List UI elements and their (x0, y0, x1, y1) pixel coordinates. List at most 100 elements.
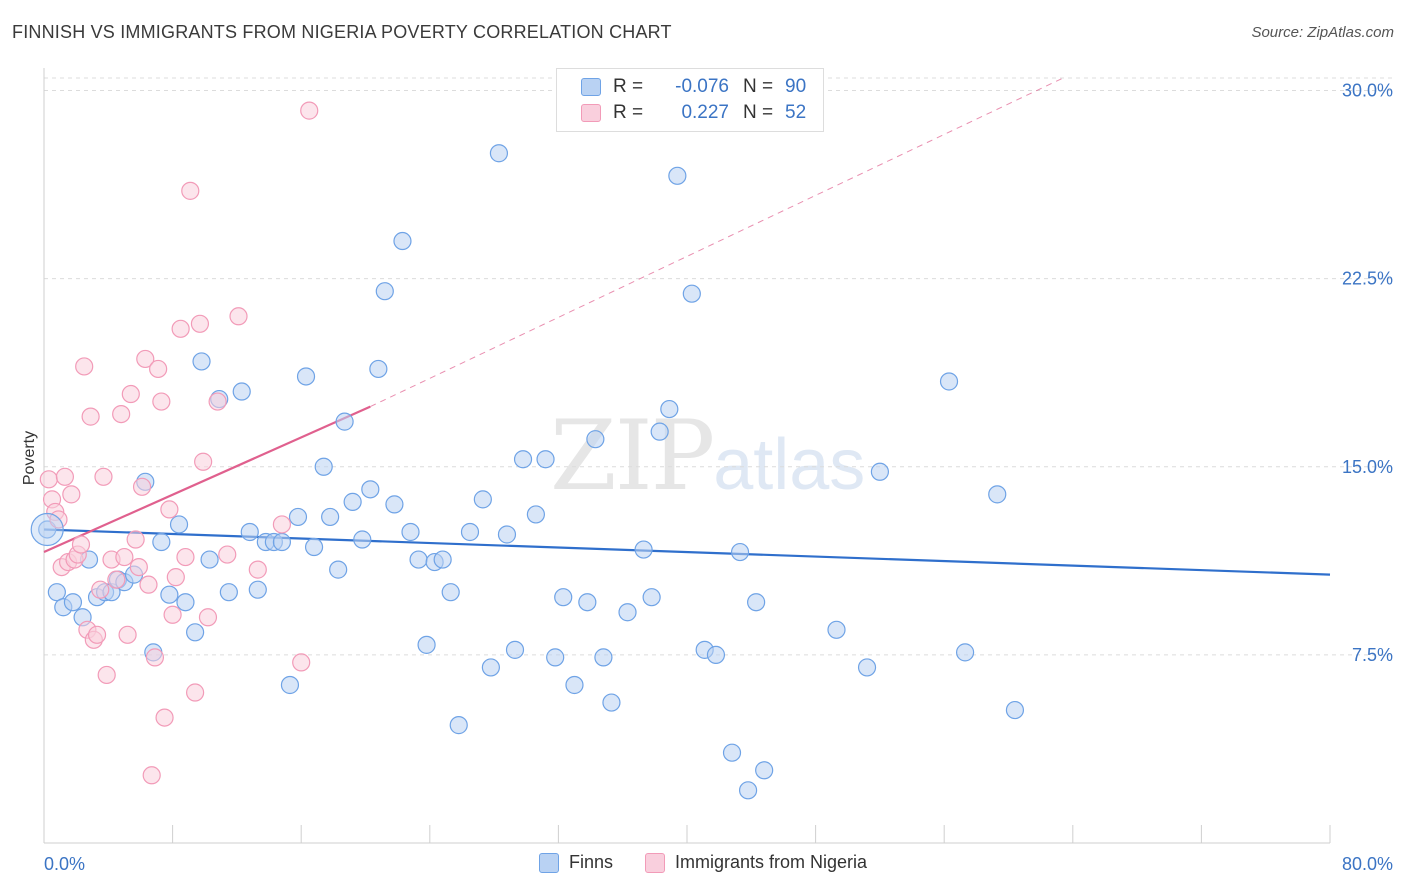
nigeria-point (198, 608, 218, 627)
nigeria-point (75, 357, 94, 376)
nigeria-point (149, 359, 168, 379)
finns-point (248, 580, 267, 599)
series-legend-finns[interactable]: Finns (538, 852, 613, 873)
nigeria-point (194, 452, 213, 471)
legend-swatch-nigeria (581, 104, 601, 122)
nigeria-point (155, 708, 174, 727)
finns-point (160, 585, 179, 604)
nigeria-point (166, 568, 185, 587)
chart-title: FINNISH VS IMMIGRANTS FROM NIGERIA POVER… (12, 22, 672, 42)
grid-lines (44, 77, 1392, 656)
finns-point (602, 693, 621, 712)
finns-point (722, 743, 742, 762)
nigeria-point (142, 766, 161, 785)
nigeria-point (160, 500, 179, 519)
finns-point (409, 550, 428, 569)
nigeria-point (145, 648, 165, 667)
nigeria-point (176, 547, 195, 567)
nigeria-point (292, 653, 311, 672)
finns-point (401, 522, 420, 542)
legend-swatch-finns (581, 78, 601, 96)
finns-trend-line (43, 528, 1331, 576)
finns-point (329, 560, 348, 579)
finns-point (473, 490, 492, 509)
finns-point (176, 593, 195, 612)
legend-r-label: R = (613, 102, 644, 123)
finns-point (586, 430, 605, 449)
finns-point (441, 583, 460, 602)
nigeria-point (218, 545, 237, 564)
legend-n-label: N = (743, 76, 774, 97)
nigeria-point (112, 404, 131, 424)
finns-point (186, 623, 205, 642)
finns-point (870, 462, 890, 481)
finns-point (272, 532, 292, 552)
finns-point (433, 550, 452, 569)
finns-point (682, 284, 701, 303)
finns-point (393, 231, 412, 251)
nigeria-trend-line (43, 405, 371, 554)
series-legend-label: Immigrants from Nigeria (674, 852, 868, 872)
nigeria-point (272, 515, 292, 534)
y-tick-label: 30.0% (1342, 81, 1393, 101)
nigeria-point (71, 535, 91, 554)
nigeria-point (121, 384, 140, 404)
finns-point (594, 648, 613, 667)
nigeria-point (171, 319, 190, 338)
nigeria-point (136, 349, 155, 369)
nigeria-point (190, 314, 210, 333)
finns-point (489, 144, 509, 163)
nigeria-point (181, 181, 200, 200)
finns-point (304, 537, 324, 557)
watermark-zip: ZIP (550, 400, 715, 512)
finns-point (353, 530, 372, 549)
finns-point (385, 495, 404, 514)
finns-point (449, 716, 468, 735)
y-tick-label: 15.0% (1342, 457, 1393, 477)
finns-point (343, 492, 362, 511)
finns-point (642, 588, 661, 607)
legend-r-value: -0.076 (675, 76, 729, 97)
series-legend: Finns Immigrants from Nigeria (0, 852, 1406, 873)
correlation-legend: R = -0.076 N = 90 R = 0.227 N = 52 (556, 68, 824, 132)
finns-point (578, 593, 597, 612)
nigeria-trend-extension (370, 77, 1064, 408)
finns-point (232, 382, 251, 401)
finns-point (955, 643, 975, 662)
finns-point (565, 675, 584, 695)
finns-point (546, 648, 565, 667)
nigeria-point (55, 467, 74, 486)
finns-point (460, 522, 480, 542)
legend-row-nigeria: R = 0.227 N = 52 (581, 101, 806, 125)
finns-point (536, 450, 555, 469)
nigeria-point (163, 605, 182, 624)
finns-point (1005, 700, 1025, 720)
x-tick-label: 80.0% (1342, 854, 1393, 874)
y-tick-label: 7.5% (1352, 645, 1393, 665)
nigeria-point (97, 665, 116, 685)
legend-r-value: 0.227 (681, 102, 729, 123)
finns-point (375, 282, 394, 301)
nigeria-point (229, 307, 248, 326)
nigeria-point (115, 547, 134, 567)
nigeria-point (107, 570, 126, 589)
nigeria-point (62, 485, 81, 504)
nigeria-point (186, 683, 205, 702)
nigeria-point (118, 625, 137, 644)
nigeria-point (87, 625, 107, 644)
finns-point (481, 658, 500, 677)
finns-point (47, 583, 66, 602)
watermark-atlas: atlas (713, 425, 866, 505)
nigeria-point (300, 101, 319, 120)
series-legend-label: Finns (568, 852, 613, 872)
finns-point (169, 515, 189, 534)
series-legend-nigeria[interactable]: Immigrants from Nigeria (644, 852, 868, 873)
finns-point (730, 542, 750, 562)
y-tick-label: 22.5% (1342, 269, 1393, 289)
finns-point (827, 620, 846, 639)
finns-point (192, 352, 211, 371)
finns-point (361, 480, 380, 499)
finns-point (939, 372, 959, 391)
finns-point (513, 450, 533, 469)
